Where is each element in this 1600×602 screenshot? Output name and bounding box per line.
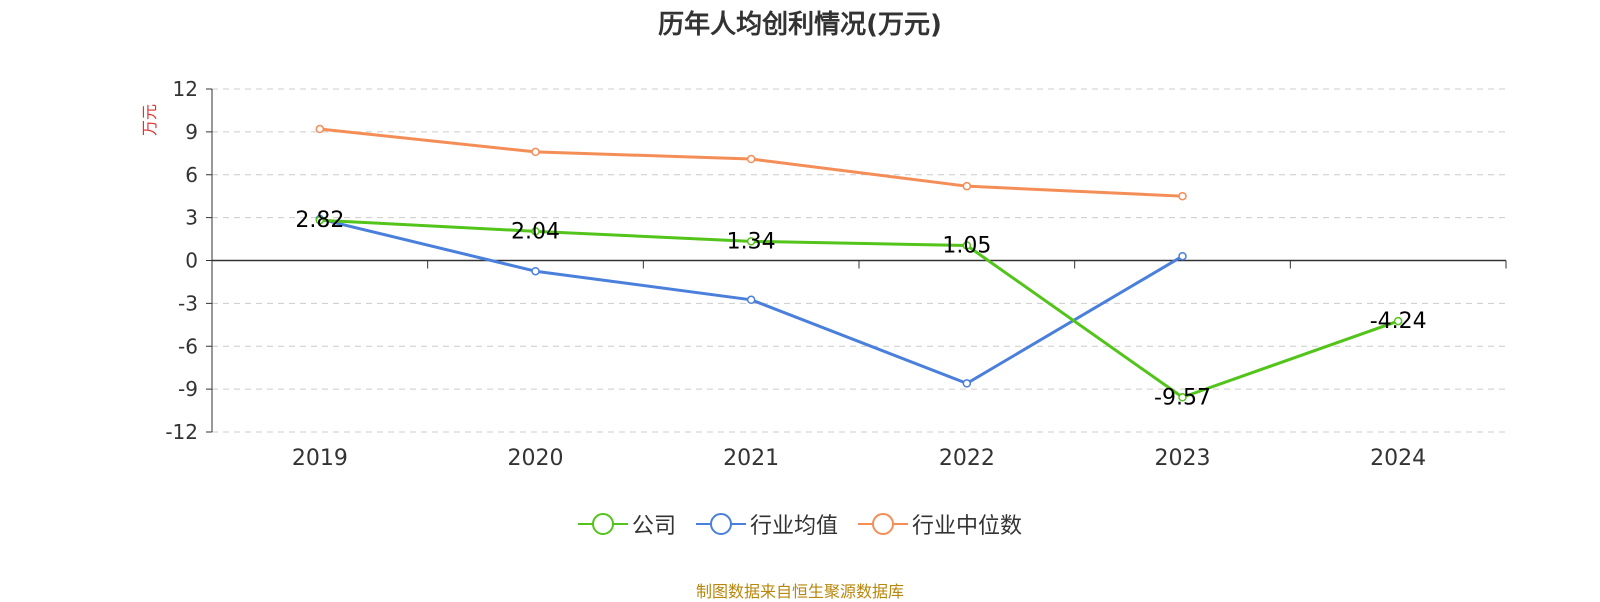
data-point [962,379,972,388]
y-tick-label: 12 [173,77,198,101]
line-chart: 12 9 6 3 0 -3 -6 -9 -12 2019 2020 2021 2022 2023 2024 万… [140,77,1507,471]
x-tick-label: 2024 [1370,446,1426,471]
legend-label: 行业均值 [749,514,838,539]
data-point [315,215,325,225]
data-point [962,181,972,191]
data-point [531,147,540,157]
y-tick-label: 6 [185,163,198,187]
legend-marker-icon [695,513,746,535]
data-label: -9.57 [1154,385,1211,410]
chart-title: 历年人均创利情况(万元) [658,10,942,40]
data-point [531,266,540,276]
legend-marker-circle [709,513,732,535]
x-tick-label: 2022 [939,446,995,471]
x-tick-label: 2023 [1155,446,1211,471]
legend-marker-icon [858,513,908,535]
data-label: -4.24 [1370,309,1427,334]
source-note: 制图数据来自恒生聚源数据库 [695,582,904,601]
data-point [315,124,325,134]
legend-marker-circle [872,513,894,535]
data-point [1393,316,1403,326]
x-tick-label: 2019 [292,446,348,471]
y-tick-label: 9 [185,120,198,144]
data-point [1178,393,1187,402]
data-label: 1.34 [727,229,776,254]
series-line [319,218,1399,399]
data-point [1178,251,1187,261]
data-point [962,241,972,250]
x-tick-label: 2020 [508,446,564,471]
data-point [746,295,756,305]
legend-item[interactable]: 公司 [577,508,676,540]
legend-marker-icon [577,513,628,535]
y-tick-label: -6 [178,334,198,358]
y-axis-label: 万元 [140,104,159,136]
legend-label: 行业中位数 [912,514,1023,539]
data-point [1178,191,1187,201]
legend: 公司 行业均值 行业中位数 [0,508,1600,540]
y-tick-label: -3 [178,291,198,315]
legend-item[interactable]: 行业中位数 [858,508,1022,540]
data-label: 2.04 [511,219,560,244]
legend-label: 公司 [631,514,676,539]
data-point [746,237,756,246]
y-tick-label: -12 [165,420,198,444]
data-point [746,154,756,164]
y-tick-label: -9 [178,377,198,401]
data-label: 2.82 [295,208,344,233]
x-tick-label: 2021 [723,446,779,471]
y-tick-label: 3 [185,206,198,230]
y-tick-label: 0 [185,249,198,273]
data-point [531,227,540,236]
legend-item[interactable]: 行业均值 [695,508,838,540]
data-label: 1.05 [942,233,991,258]
legend-marker-circle [591,513,614,535]
